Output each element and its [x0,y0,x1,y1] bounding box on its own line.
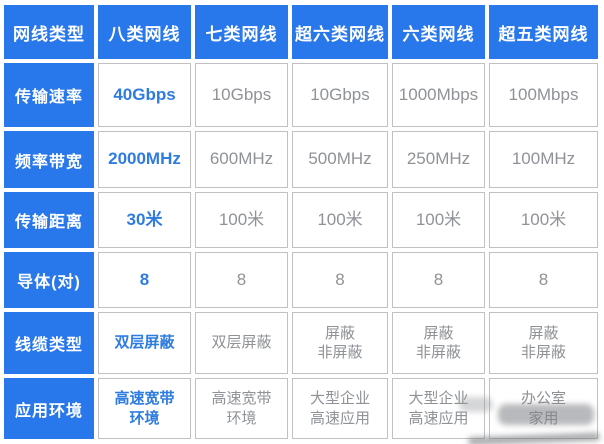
speed-cat5e: 100Mbps [489,63,598,127]
bandwidth-cat8: 2000MHz [98,131,191,188]
bandwidth-cat6: 250MHz [392,131,485,188]
row-label-bandwidth: 频率带宽 [4,131,94,188]
cable-comparison-table: 网线类型 八类网线 七类网线 超六类网线 六类网线 超五类网线 传输速率 40G… [4,5,598,439]
watermark-smudge [498,404,594,425]
speed-cat6a: 10Gbps [292,63,388,127]
row-label-conductors: 导体(对) [4,252,94,308]
distance-cat6a: 100米 [292,192,388,248]
speed-cat6: 1000Mbps [392,63,485,127]
row-label-shielding: 线缆类型 [4,312,94,374]
distance-cat5e: 100米 [489,192,598,248]
shielding-cat5e: 屏蔽 非屏蔽 [489,312,598,374]
header-cell-type: 网线类型 [4,5,94,59]
application-cat6: 大型企业 高速应用 [392,378,485,439]
distance-cat6: 100米 [392,192,485,248]
distance-cat7: 100米 [195,192,288,248]
shielding-cat8: 双层屏蔽 [98,312,191,374]
application-cat7: 高速宽带 环境 [195,378,288,439]
row-label-application: 应用环境 [4,378,94,439]
bandwidth-cat5e: 100MHz [489,131,598,188]
conductors-cat6: 8 [392,252,485,308]
distance-cat8: 30米 [98,192,191,248]
speed-cat8: 40Gbps [98,63,191,127]
conductors-cat8: 8 [98,252,191,308]
shielding-cat6a: 屏蔽 非屏蔽 [292,312,388,374]
header-cell-cat5e: 超五类网线 [489,5,598,59]
header-cell-cat6a: 超六类网线 [292,5,388,59]
shielding-cat7: 双层屏蔽 [195,312,288,374]
application-cat8: 高速宽带 环境 [98,378,191,439]
conductors-cat7: 8 [195,252,288,308]
shielding-cat6: 屏蔽 非屏蔽 [392,312,485,374]
bandwidth-cat6a: 500MHz [292,131,388,188]
bandwidth-cat7: 600MHz [195,131,288,188]
row-label-speed: 传输速率 [4,63,94,127]
conductors-cat5e: 8 [489,252,598,308]
header-cell-cat6: 六类网线 [392,5,485,59]
watermark-smudge [459,397,493,412]
header-cell-cat7: 七类网线 [195,5,288,59]
header-cell-cat8: 八类网线 [98,5,191,59]
conductors-cat6a: 8 [292,252,388,308]
row-label-distance: 传输距离 [4,192,94,248]
speed-cat7: 10Gbps [195,63,288,127]
application-cat6a: 大型企业 高速应用 [292,378,388,439]
